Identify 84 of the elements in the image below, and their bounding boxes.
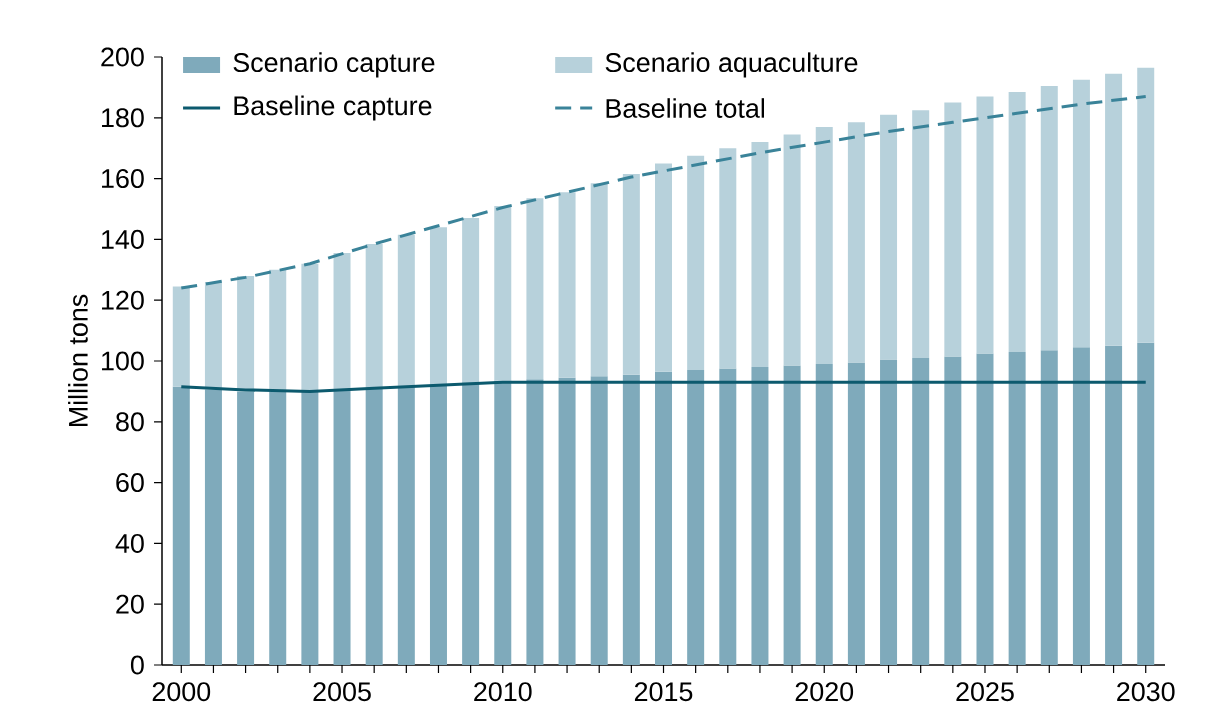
- bar: [622, 374, 640, 665]
- x-tick-label: 2030: [1117, 682, 1175, 702]
- bar: [1040, 85, 1058, 351]
- bar: [526, 379, 544, 665]
- bar: [783, 134, 801, 366]
- bar: [944, 102, 962, 357]
- y-tick-label: 160: [102, 169, 144, 189]
- bar: [204, 281, 222, 390]
- bar: [558, 377, 576, 665]
- bar: [1137, 67, 1155, 343]
- y-tick-label: 200: [101, 47, 144, 67]
- bar: [880, 114, 898, 360]
- y-tick-label: 20: [116, 594, 144, 614]
- legend-label: Scenario capture: [233, 52, 435, 78]
- bar: [655, 371, 673, 665]
- x-tick-label: 2020: [795, 682, 854, 702]
- y-tick-label: 140: [102, 229, 144, 249]
- bar: [494, 205, 512, 381]
- y-tick-label: 120: [102, 290, 144, 310]
- x-tick-label: 2015: [634, 682, 693, 702]
- bar: [719, 148, 737, 369]
- bar: [429, 227, 447, 386]
- bar: [655, 163, 673, 372]
- bar: [397, 234, 415, 387]
- bar: [1008, 351, 1026, 665]
- bar: [815, 126, 833, 365]
- bar: [847, 362, 865, 665]
- y-tick-label: 0: [130, 655, 144, 675]
- bar: [590, 183, 608, 377]
- y-tick-label: 80: [116, 412, 144, 432]
- bar: [1072, 79, 1090, 348]
- y-tick-label: 40: [115, 533, 144, 553]
- bar: [462, 218, 480, 383]
- bar: [751, 367, 769, 665]
- bar: [1105, 73, 1123, 346]
- bar: [687, 155, 705, 371]
- bar: [333, 253, 351, 390]
- bar: [429, 385, 447, 665]
- x-tick-label: 2025: [956, 682, 1014, 702]
- bar: [847, 122, 865, 363]
- bar: [333, 389, 351, 665]
- bar: [912, 110, 930, 358]
- bar: [976, 96, 994, 354]
- bar: [301, 391, 319, 665]
- bar: [783, 365, 801, 665]
- bar: [815, 364, 833, 665]
- bar: [912, 357, 930, 665]
- bar: [204, 389, 222, 665]
- y-tick-label: 60: [116, 473, 144, 493]
- bar: [751, 142, 769, 368]
- bar: [462, 382, 480, 665]
- bar: [301, 263, 319, 392]
- bar: [1137, 342, 1155, 665]
- bar: [365, 388, 383, 665]
- x-tick-label: 2010: [474, 682, 532, 702]
- bar: [172, 386, 190, 665]
- bar: [237, 391, 255, 665]
- bar: [944, 356, 962, 665]
- y-tick-label: 100: [102, 351, 144, 371]
- bar: [526, 198, 544, 380]
- bar: [1105, 345, 1123, 665]
- legend-label: Scenario aquaculture: [605, 52, 858, 78]
- bar: [976, 353, 994, 665]
- bar: [719, 368, 737, 665]
- bar: [1072, 347, 1090, 665]
- bar: [558, 192, 576, 378]
- bar: [1040, 350, 1058, 665]
- legend-label: Baseline total: [606, 98, 765, 118]
- bar: [1008, 91, 1026, 352]
- x-tick-label: 2000: [152, 682, 211, 702]
- bar: [269, 269, 287, 392]
- bar: [880, 359, 898, 665]
- bar: [687, 370, 705, 665]
- bar: [590, 376, 608, 665]
- legend-label: Baseline capture: [234, 95, 432, 121]
- y-tick-label: 180: [102, 108, 144, 128]
- y-axis-title: Million tons: [68, 294, 88, 427]
- bar: [622, 174, 640, 375]
- bar: [237, 275, 255, 392]
- bar: [365, 243, 383, 389]
- x-tick-label: 2005: [313, 682, 371, 702]
- bar: [269, 391, 287, 665]
- bar: [397, 386, 415, 665]
- bar: [172, 286, 190, 387]
